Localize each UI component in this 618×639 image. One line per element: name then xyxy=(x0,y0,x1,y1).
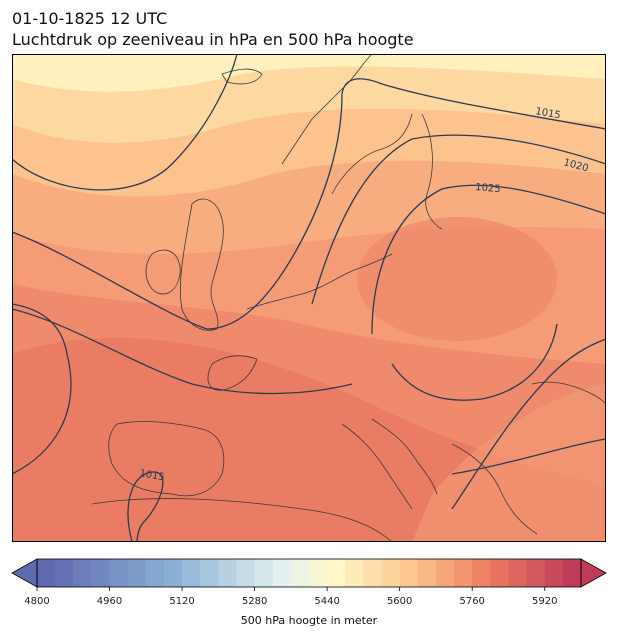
coast-great-britain xyxy=(179,198,224,331)
isobar-label-1015-south: 1015 xyxy=(138,468,165,483)
colorbar-segment xyxy=(145,559,165,587)
coast-balkans xyxy=(451,443,538,535)
colorbar-segment xyxy=(236,559,255,587)
isobar-1010-northwest xyxy=(12,54,238,191)
coast-italy-west xyxy=(341,423,413,510)
weather-map: 1015 1020 1025 1015 xyxy=(12,54,606,542)
coast-sweden xyxy=(331,113,413,195)
colorbar-segment xyxy=(37,559,56,587)
isobar-label-1025: 1025 xyxy=(475,182,501,195)
isobar-1015-south xyxy=(127,471,164,542)
colorbar-segment xyxy=(272,559,292,587)
colorbar-segment xyxy=(109,559,129,587)
isobar-1020-west xyxy=(12,308,353,395)
coast-iceland xyxy=(221,68,263,85)
colorbar-segment xyxy=(290,559,310,587)
colorbar-extend-low xyxy=(11,558,38,588)
isobar-1015-atlantic xyxy=(12,303,72,475)
colorbar-tick-label: 5120 xyxy=(169,596,194,607)
colorbar-tick-label: 5600 xyxy=(387,596,412,607)
colorbar-segment xyxy=(254,559,274,587)
colorbar-tick-label: 5280 xyxy=(242,596,267,607)
height-band-arctic xyxy=(12,54,606,92)
coast-north-africa xyxy=(91,498,393,542)
colorbar-segments xyxy=(11,558,607,588)
isobar-1020 xyxy=(311,134,606,305)
height-band-east xyxy=(412,384,606,542)
colorbar-segment xyxy=(435,559,455,587)
colorbar-segment xyxy=(508,559,527,587)
coast-finland xyxy=(421,113,443,230)
colorbar-tick-label: 5440 xyxy=(314,596,339,607)
colorbar-segment xyxy=(127,559,147,587)
colorbar-segment xyxy=(55,559,74,587)
colorbar-segment xyxy=(526,559,546,587)
colorbar-tick-label: 4960 xyxy=(97,596,122,607)
map-title-description: Luchtdruk op zeeniveau in hPa en 500 hPa… xyxy=(12,30,414,49)
colorbar-frame xyxy=(36,558,582,588)
colorbar-segment xyxy=(417,559,437,587)
colorbar-segment xyxy=(345,559,364,587)
coast-black-sea xyxy=(531,381,606,405)
coast-norway xyxy=(281,54,373,165)
colorbar-segment xyxy=(200,559,219,587)
colorbar-segment xyxy=(163,559,183,587)
colorbar-tick-label: 4800 xyxy=(24,596,49,607)
coast-ireland xyxy=(145,249,181,295)
isobar-1020-southeast xyxy=(451,338,606,510)
isobar-1025-east xyxy=(391,323,558,401)
colorbar-label: 500 hPa hoogte in meter xyxy=(240,614,378,627)
colorbar: 4800 4960 5120 5280 5440 5600 5760 5920 xyxy=(11,558,607,607)
colorbar-segment xyxy=(381,559,401,587)
isobar-1025 xyxy=(371,184,606,335)
colorbar-segment xyxy=(91,559,110,587)
colorbar-segment xyxy=(309,559,328,587)
isobars xyxy=(12,54,606,542)
isobar-1015-north xyxy=(12,78,606,330)
colorbar-segment xyxy=(182,559,201,587)
colorbar-segment xyxy=(490,559,509,587)
colorbar-segment xyxy=(544,559,564,587)
isobar-label-1015: 1015 xyxy=(534,106,561,121)
coast-iberia xyxy=(108,421,225,497)
isobar-1015-southeast xyxy=(451,438,606,475)
colorbar-segment xyxy=(454,559,473,587)
coastlines xyxy=(91,54,606,542)
map-frame xyxy=(12,54,606,542)
colorbar-segment xyxy=(73,559,92,587)
colorbar-tick-label: 5920 xyxy=(532,596,557,607)
colorbar-tick-label: 5760 xyxy=(459,596,484,607)
map-title-datetime: 01-10-1825 12 UTC xyxy=(12,9,168,28)
colorbar-extend-high xyxy=(580,558,607,588)
colorbar-segment xyxy=(363,559,382,587)
colorbar-segment xyxy=(399,559,419,587)
colorbar-segment xyxy=(562,559,582,587)
colorbar-ticks: 4800 4960 5120 5280 5440 5600 5760 5920 xyxy=(24,587,557,607)
coast-italy-east xyxy=(371,418,438,495)
colorbar-segment xyxy=(472,559,491,587)
height-high-center xyxy=(357,217,557,341)
coast-brittany xyxy=(207,355,258,391)
colorbar-segment xyxy=(327,559,346,587)
coast-north-sea xyxy=(246,253,393,310)
colorbar-segment xyxy=(218,559,237,587)
